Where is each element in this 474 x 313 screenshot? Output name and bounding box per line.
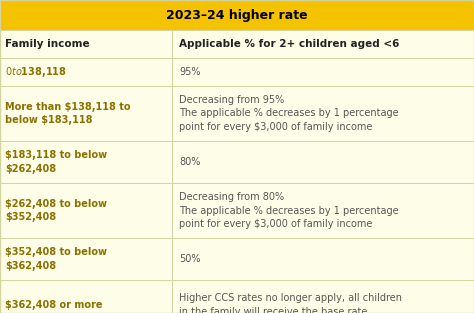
Bar — [0, 86, 172, 141]
Text: Decreasing from 80%
The applicable % decreases by 1 percentage
point for every $: Decreasing from 80% The applicable % dec… — [179, 192, 399, 229]
Text: Decreasing from 95%
The applicable % decreases by 1 percentage
point for every $: Decreasing from 95% The applicable % dec… — [179, 95, 399, 132]
Text: Higher CCS rates no longer apply, all children
in the family will receive the ba: Higher CCS rates no longer apply, all ch… — [179, 293, 402, 313]
Bar — [172, 30, 474, 58]
Bar — [0, 280, 172, 313]
Bar — [0, 30, 172, 58]
Text: Applicable % for 2+ children aged <6: Applicable % for 2+ children aged <6 — [179, 39, 400, 49]
Text: 80%: 80% — [179, 157, 201, 167]
Bar — [172, 280, 474, 313]
Bar — [0, 58, 172, 86]
Bar — [0, 183, 172, 238]
Text: $352,408 to below
$362,408: $352,408 to below $362,408 — [5, 247, 107, 271]
Text: $362,408 or more: $362,408 or more — [5, 300, 102, 310]
Bar — [172, 86, 474, 141]
Text: 2023–24 higher rate: 2023–24 higher rate — [166, 8, 308, 22]
Text: More than $138,118 to
below $183,118: More than $138,118 to below $183,118 — [5, 102, 130, 125]
Bar — [172, 238, 474, 280]
Text: 50%: 50% — [179, 254, 201, 264]
Bar — [0, 238, 172, 280]
Bar — [172, 141, 474, 183]
Text: $262,408 to below
$352,408: $262,408 to below $352,408 — [5, 199, 107, 222]
Text: 95%: 95% — [179, 67, 201, 77]
Bar — [0, 0, 474, 30]
Bar — [0, 141, 172, 183]
Text: $183,118 to below
$262,408: $183,118 to below $262,408 — [5, 151, 107, 174]
Text: $0 to $138,118: $0 to $138,118 — [5, 65, 67, 79]
Bar — [172, 58, 474, 86]
Text: Family income: Family income — [5, 39, 90, 49]
Bar — [172, 183, 474, 238]
